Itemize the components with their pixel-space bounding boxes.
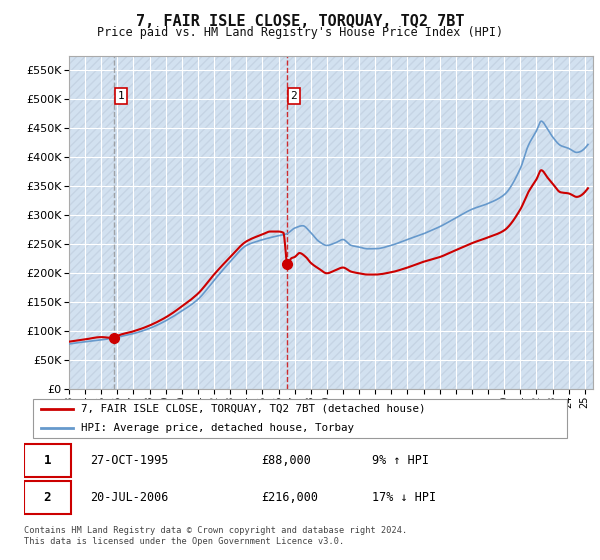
Text: 9% ↑ HPI: 9% ↑ HPI [372, 454, 429, 467]
FancyBboxPatch shape [24, 444, 71, 477]
Text: 7, FAIR ISLE CLOSE, TORQUAY, TQ2 7BT (detached house): 7, FAIR ISLE CLOSE, TORQUAY, TQ2 7BT (de… [82, 404, 426, 414]
FancyBboxPatch shape [24, 482, 71, 514]
FancyBboxPatch shape [33, 399, 568, 438]
Text: 27-OCT-1995: 27-OCT-1995 [90, 454, 169, 467]
Text: 2: 2 [44, 491, 51, 504]
Text: 20-JUL-2006: 20-JUL-2006 [90, 491, 169, 504]
Text: 7, FAIR ISLE CLOSE, TORQUAY, TQ2 7BT: 7, FAIR ISLE CLOSE, TORQUAY, TQ2 7BT [136, 14, 464, 29]
Text: £216,000: £216,000 [262, 491, 319, 504]
Text: Price paid vs. HM Land Registry's House Price Index (HPI): Price paid vs. HM Land Registry's House … [97, 26, 503, 39]
Text: 2: 2 [290, 91, 298, 101]
Text: 17% ↓ HPI: 17% ↓ HPI [372, 491, 436, 504]
Bar [69, 56, 593, 389]
Bar [69, 56, 593, 389]
Text: Contains HM Land Registry data © Crown copyright and database right 2024.
This d: Contains HM Land Registry data © Crown c… [24, 526, 407, 546]
Text: £88,000: £88,000 [262, 454, 311, 467]
Text: HPI: Average price, detached house, Torbay: HPI: Average price, detached house, Torb… [82, 423, 354, 433]
Text: 1: 1 [44, 454, 51, 467]
Text: 1: 1 [118, 91, 124, 101]
